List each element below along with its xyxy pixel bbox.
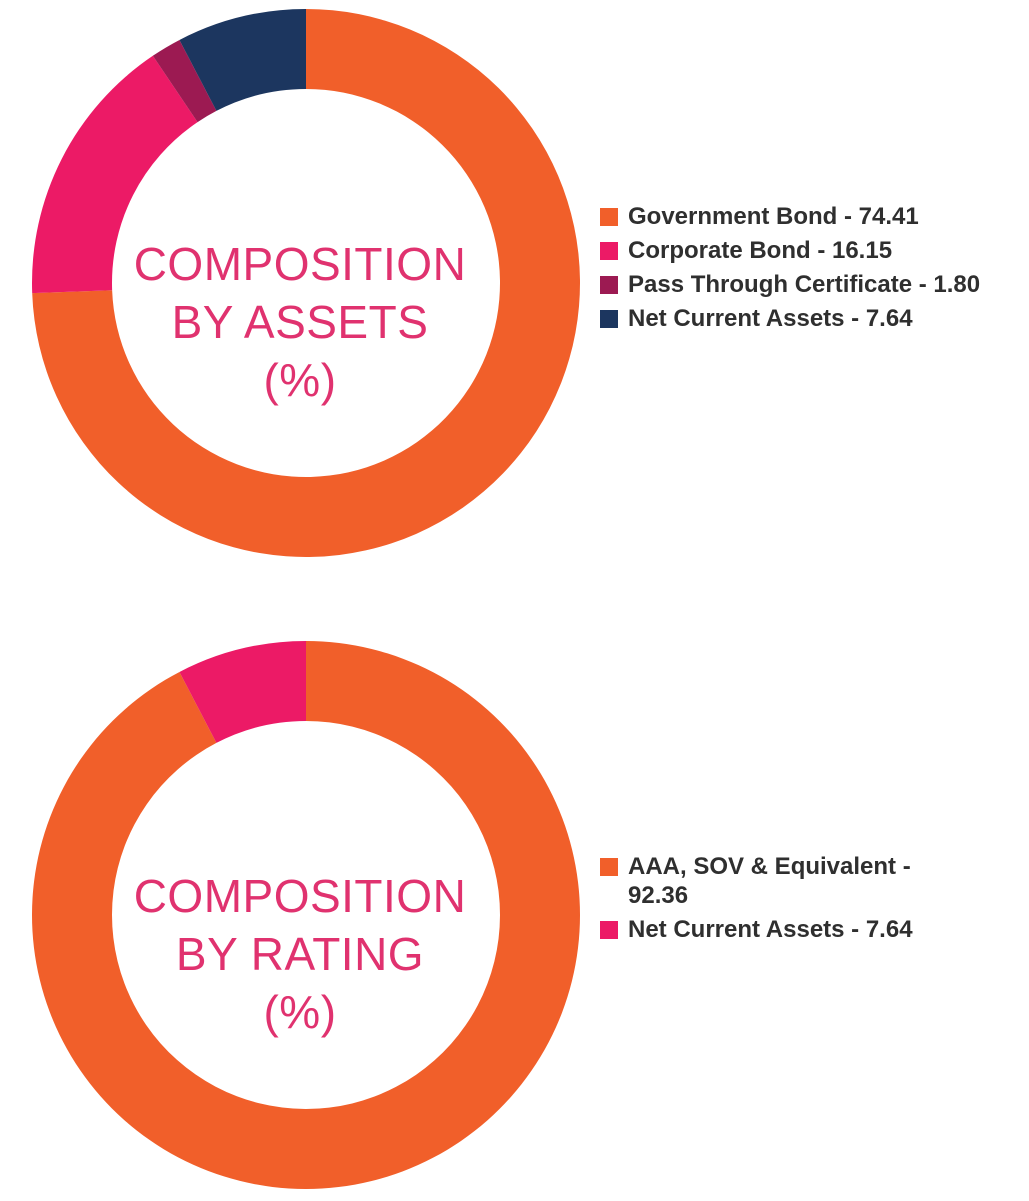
donut-slice-net-current-assets	[179, 9, 306, 111]
assets-legend: Government Bond - 74.41 Corporate Bond -…	[600, 202, 1020, 338]
rating-center-label: COMPOSITION BY RATING (%)	[110, 867, 490, 1041]
rating-donut	[32, 641, 581, 1189]
rating-center-line-2: BY RATING	[175, 928, 425, 980]
legend-label-government-bond: Government Bond - 74.41	[628, 203, 919, 230]
legend-item-pass-through-certificate: Pass Through Certificate - 1.80	[600, 270, 1020, 299]
legend-item-net-current-assets: Net Current Assets - 7.64	[600, 304, 1020, 333]
legend-swatch-corporate-bond	[600, 242, 618, 260]
legend-label-corporate-bond: Corporate Bond - 16.15	[628, 237, 893, 264]
donut-slice-corporate-bond	[32, 55, 198, 294]
legend-item-net-current-assets-rating: Net Current Assets - 7.64	[600, 915, 960, 944]
legend-label-net-current-assets: Net Current Assets - 7.64	[628, 305, 913, 332]
rating-center-line-3: (%)	[263, 986, 337, 1038]
legend-swatch-net-current-assets-rating	[600, 921, 618, 939]
assets-center-label: COMPOSITION BY ASSETS (%)	[110, 235, 490, 409]
legend-label-pass-through-certificate: Pass Through Certificate - 1.80	[628, 271, 981, 298]
legend-swatch-pass-through-certificate	[600, 276, 618, 294]
rating-legend: AAA, SOV & Equivalent - 92.36 Net Curren…	[600, 852, 960, 949]
legend-swatch-aaa-sov-equivalent	[600, 858, 618, 876]
legend-item-aaa-sov-equivalent: AAA, SOV & Equivalent - 92.36	[600, 852, 960, 910]
legend-label-net-current-assets-rating: Net Current Assets - 7.64	[628, 916, 913, 943]
legend-swatch-government-bond	[600, 208, 618, 226]
assets-center-line-3: (%)	[263, 354, 337, 406]
donut-slice-net-current-assets	[179, 641, 306, 743]
legend-label-aaa-sov-equivalent: AAA, SOV & Equivalent - 92.36	[628, 853, 911, 909]
composition-by-assets-chart: COMPOSITION BY ASSETS (%) Government Bon…	[0, 0, 1029, 560]
donut-slice-pass-through-certificate	[152, 39, 217, 123]
assets-center-line-1: COMPOSITION	[133, 238, 467, 290]
composition-by-rating-chart: COMPOSITION BY RATING (%) AAA, SOV & Equ…	[0, 632, 1029, 1192]
assets-center-line-2: BY ASSETS	[171, 296, 429, 348]
legend-item-government-bond: Government Bond - 74.41	[600, 202, 1020, 231]
rating-center-line-1: COMPOSITION	[133, 870, 467, 922]
assets-donut	[32, 9, 581, 557]
legend-swatch-net-current-assets	[600, 310, 618, 328]
legend-item-corporate-bond: Corporate Bond - 16.15	[600, 236, 1020, 265]
